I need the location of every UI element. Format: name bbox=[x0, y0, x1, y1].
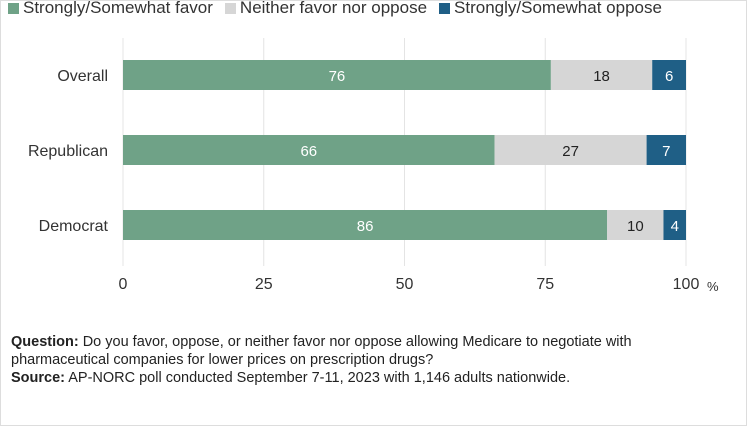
category-label: Overall bbox=[57, 68, 108, 85]
legend-label: Neither favor nor oppose bbox=[239, 0, 428, 17]
legend-swatch bbox=[439, 2, 451, 14]
data-label: 18 bbox=[593, 68, 610, 85]
source-note: Source: AP-NORC poll conducted September… bbox=[11, 369, 731, 387]
bar-segment bbox=[607, 210, 664, 240]
source-text: AP-NORC poll conducted September 7-11, 2… bbox=[65, 370, 571, 386]
source-label: Source: bbox=[11, 370, 65, 386]
bar-segment bbox=[123, 210, 608, 240]
bar-segment bbox=[646, 135, 686, 165]
x-tick-label: 0 bbox=[119, 276, 128, 293]
legend-swatch bbox=[8, 2, 19, 14]
data-label: 6 bbox=[665, 68, 673, 85]
data-label: 27 bbox=[562, 143, 579, 160]
legend-label: Strongly/Somewhat oppose bbox=[454, 0, 662, 17]
category-label: Democrat bbox=[39, 218, 109, 235]
question-label: Question: bbox=[11, 334, 79, 350]
x-tick-label: 75 bbox=[536, 276, 554, 293]
bar-segment bbox=[123, 60, 551, 90]
data-label: 10 bbox=[627, 218, 644, 235]
question-note: Question: Do you favor, oppose, or neith… bbox=[11, 333, 731, 369]
x-unit-label: % bbox=[707, 279, 719, 294]
x-tick-label: 100 bbox=[673, 276, 700, 293]
bar-segment bbox=[652, 60, 686, 90]
x-tick-label: 25 bbox=[255, 276, 273, 293]
legend-item: Neither favor nor oppose bbox=[224, 0, 428, 18]
data-label: 4 bbox=[671, 218, 679, 235]
data-label: 76 bbox=[329, 68, 346, 85]
legend: Strongly/Somewhat favor Neither favor nor… bbox=[8, 0, 662, 20]
legend-label: Strongly/Somewhat favor bbox=[23, 0, 213, 17]
chart-notes: Question: Do you favor, oppose, or neith… bbox=[11, 333, 731, 387]
bar-segment bbox=[550, 60, 653, 90]
x-tick-label: 50 bbox=[396, 276, 414, 293]
bar-segment bbox=[123, 135, 495, 165]
question-text: Do you favor, oppose, or neither favor n… bbox=[11, 334, 632, 368]
bar-segment bbox=[663, 210, 686, 240]
category-label: Republican bbox=[28, 143, 108, 160]
data-label: 86 bbox=[357, 218, 374, 235]
bar-segment bbox=[494, 135, 647, 165]
data-label: 7 bbox=[662, 143, 670, 160]
legend-swatch bbox=[224, 2, 236, 14]
legend-item: Strongly/Somewhat oppose bbox=[439, 0, 662, 18]
legend-item: Strongly/Somewhat favor bbox=[8, 0, 213, 18]
data-label: 66 bbox=[300, 143, 317, 160]
